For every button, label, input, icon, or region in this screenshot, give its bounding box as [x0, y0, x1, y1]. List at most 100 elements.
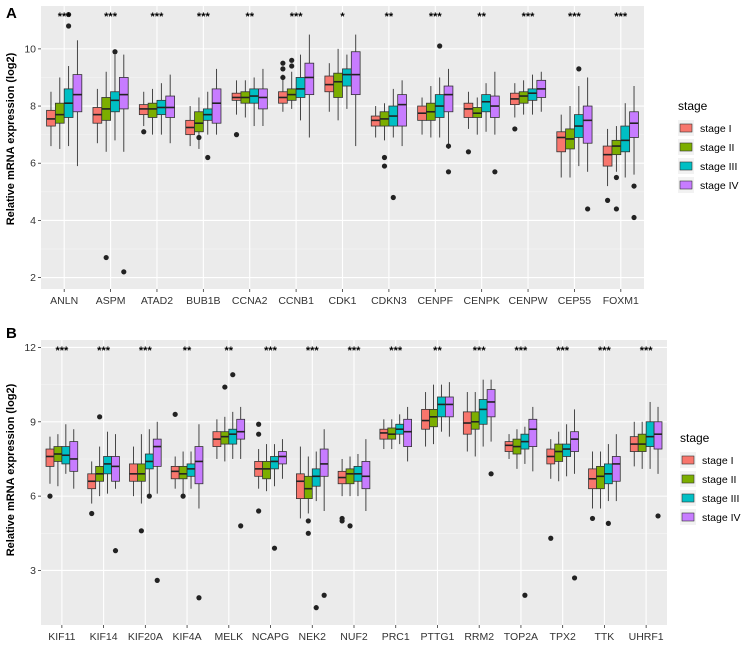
box-stage-4: [397, 94, 407, 127]
gene-group-ccnb1: [278, 34, 315, 138]
panel-b-label: B: [6, 325, 17, 342]
box-stage-2: [554, 443, 564, 462]
legend-b-swatch-stage-1: [681, 455, 695, 465]
box-stage-1: [296, 473, 305, 500]
outlier-point: [605, 520, 611, 526]
outlier-point: [280, 60, 286, 66]
outlier-point: [112, 548, 119, 554]
outlier-point: [613, 206, 620, 212]
box-stage-4: [319, 448, 329, 477]
box-stage-4: [278, 451, 287, 465]
box-stage-2: [262, 461, 271, 480]
box-stage-2: [470, 411, 480, 430]
box-stage-4: [629, 111, 639, 138]
gene-group-cenpf: [417, 43, 454, 175]
legend-a: stage stage I stage II stage III stage I…: [678, 99, 739, 193]
outlier-point: [65, 23, 72, 29]
box-stage-3: [110, 91, 120, 113]
box-stage-4: [361, 461, 371, 490]
box-stage-4: [69, 441, 79, 472]
outlier-point: [233, 132, 240, 138]
significance-label: ***: [640, 345, 654, 357]
box-stage-2: [345, 468, 355, 485]
legend-b-item-stage-3: stage III: [680, 490, 739, 506]
x-tick-label: CEP55: [558, 295, 591, 307]
box-stage-2: [178, 465, 188, 480]
outlier-point: [390, 194, 396, 201]
x-tick-label: KIF4A: [172, 631, 201, 643]
box-stage-1: [602, 145, 613, 167]
box-stage-3: [481, 94, 491, 113]
box-stage-4: [111, 456, 120, 482]
box-stage-1: [170, 465, 180, 480]
outlier-point: [445, 169, 452, 175]
box-stage-4: [403, 418, 412, 447]
box-stage-3: [311, 468, 321, 487]
box-stage-4: [611, 456, 621, 482]
outlier-point: [631, 214, 637, 221]
significance-label: ***: [614, 11, 628, 23]
panel-b-ylabel: Relative mRNA expression (log2): [5, 383, 17, 556]
outlier-point: [112, 49, 118, 55]
gene-group-top2a: [504, 406, 538, 598]
panel-b: B Relative mRNA expression (log2) *** ***…: [5, 325, 741, 643]
outlier-point: [512, 126, 518, 132]
panel-a: A Relative mRNA expression (log2) *** ***…: [5, 5, 739, 307]
legend-a-label-stage-3: stage III: [700, 161, 737, 173]
y-tick-label: 12: [24, 342, 36, 354]
box-stage-2: [220, 431, 230, 445]
legend-a-label-stage-2: stage II: [700, 142, 734, 154]
box-stage-4: [444, 396, 454, 418]
outlier-point: [230, 372, 236, 378]
significance-label: ***: [348, 345, 362, 357]
outlier-point: [65, 11, 72, 18]
gene-group-rrm2: [462, 379, 496, 477]
outlier-point: [522, 592, 528, 598]
x-tick-label: CENPW: [508, 295, 547, 307]
x-tick-label: MELK: [215, 631, 244, 643]
x-tick-label: NUF2: [340, 631, 368, 643]
x-tick-label: TPX2: [550, 631, 576, 643]
y-tick-label: 6: [30, 158, 36, 170]
gene-group-melk: [212, 372, 246, 529]
x-tick-label: RRM2: [464, 631, 494, 643]
box-stage-2: [303, 475, 313, 500]
significance-label: ***: [473, 345, 487, 357]
gene-group-cep55: [556, 66, 593, 212]
outlier-point: [280, 74, 286, 81]
outlier-point: [205, 154, 211, 161]
box-stage-2: [333, 72, 343, 98]
outlier-point: [305, 518, 311, 524]
x-tick-label: NCAPG: [252, 631, 289, 643]
legend-b: stage stage I stage II stage III stage I…: [680, 431, 741, 525]
box-stage-4: [194, 446, 204, 485]
y-tick-label: 3: [30, 565, 36, 577]
outlier-point: [589, 515, 596, 522]
box-stage-1: [421, 408, 430, 430]
significance-label: ***: [522, 11, 536, 23]
gene-group-prc1: [379, 406, 412, 462]
outlier-point: [445, 143, 452, 149]
outlier-point: [655, 513, 661, 519]
box-stage-2: [637, 433, 647, 452]
significance-label: ***: [568, 11, 582, 23]
significance-label: *: [340, 11, 345, 23]
outlier-point: [585, 206, 591, 212]
outlier-point: [271, 545, 278, 551]
x-tick-label: FOXM1: [603, 295, 639, 307]
gene-group-cenpw: [510, 71, 547, 132]
x-tick-label: CCNB1: [278, 295, 314, 307]
legend-b-swatch-stage-4: [681, 512, 695, 522]
outlier-point: [305, 530, 311, 536]
outlier-point: [222, 384, 228, 390]
significance-label: ***: [55, 345, 69, 357]
y-tick-label: 4: [30, 215, 36, 227]
gene-group-kif14: [87, 414, 120, 554]
box-stage-4: [72, 74, 83, 113]
outlier-point: [146, 493, 152, 499]
box-stage-2: [194, 111, 204, 133]
significance-label: ***: [306, 345, 320, 357]
gene-group-ttk: [588, 434, 621, 526]
gene-group-tpx2: [546, 409, 579, 581]
